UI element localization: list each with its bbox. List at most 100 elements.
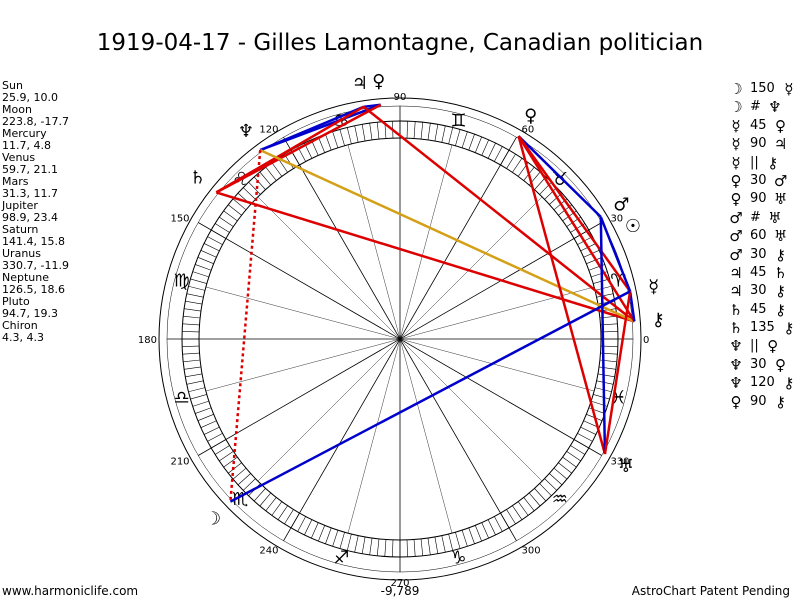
degree-tick: [544, 187, 558, 200]
degree-tick: [475, 136, 482, 153]
degree-tick: [593, 394, 610, 400]
degree-tick: [392, 539, 394, 557]
aspect-line: [599, 216, 632, 292]
degree-tick: [242, 478, 256, 491]
degree-tick: [186, 380, 204, 385]
degree-label: 120: [259, 125, 278, 136]
degree-labels: 0 30 60 90 120 150 180 210 240 270 300 330: [138, 92, 649, 589]
aspect-planet-glyph: ☿: [731, 153, 741, 172]
degree-tick: [558, 462, 572, 474]
aspect-angle: 90: [750, 136, 767, 152]
aspect-planet-glyph: ♃: [729, 263, 743, 282]
planet-coords: 126.5, 18.6: [2, 283, 65, 296]
degree-tick: [494, 146, 503, 162]
aspect-lines: [215, 103, 636, 503]
aspect-planet-glyph: ⚷: [767, 153, 779, 172]
aspect-line: [517, 135, 636, 323]
degree-tick: [207, 236, 223, 245]
planet-name: Mars: [2, 175, 29, 188]
aspect-planet-glyph: ♄: [729, 319, 743, 338]
degree-tick: [277, 158, 288, 173]
degree-tick: [406, 121, 408, 139]
degree-label: 240: [259, 545, 278, 556]
aspect-line: [517, 135, 632, 293]
degree-tick: [311, 522, 319, 539]
degree-tick: [369, 123, 373, 140]
degree-tick: [361, 536, 366, 554]
aspect-line: [517, 135, 607, 455]
aspect-row: ♆ || ♀: [726, 337, 799, 355]
planet-glyph: ♀: [372, 71, 385, 92]
zodiac-sign-glyph: ♒: [552, 489, 568, 510]
degree-tick: [242, 187, 256, 200]
degree-tick: [588, 407, 605, 414]
degree-tick: [318, 525, 325, 542]
degree-tick: [183, 315, 201, 319]
degree-tick: [228, 462, 242, 474]
aspect-planet-glyph: ♄: [729, 300, 743, 319]
degree-tick: [259, 171, 272, 186]
aspect-planet-glyph: ♂: [729, 227, 743, 246]
planet-coords: 59.7, 21.1: [2, 163, 58, 176]
degree-tick: [455, 129, 461, 146]
planet-coords: 98.9, 23.4: [2, 211, 58, 224]
degree-tick: [318, 136, 325, 153]
aspect-planet-glyph: ☿: [784, 80, 794, 98]
degree-tick: [339, 532, 345, 549]
degree-tick: [448, 127, 454, 145]
degree-tick: [228, 204, 242, 216]
aspect-planet-glyph: ♃: [773, 135, 788, 154]
degree-tick: [277, 505, 288, 520]
aspect-line: [603, 291, 632, 455]
aspect-angle: 90: [750, 191, 767, 207]
degree-label: 30: [610, 214, 623, 225]
degree-tick: [190, 278, 207, 284]
degree-tick: [203, 426, 220, 435]
aspect-angle: ||: [750, 338, 759, 354]
aspect-planet-glyph: ♆: [729, 374, 743, 393]
aspect-planet-glyph: ♀: [730, 171, 742, 190]
zodiac-sign-glyph: ♉: [552, 169, 568, 190]
degree-tick: [481, 522, 489, 539]
degree-tick: [461, 530, 468, 547]
degree-tick: [487, 142, 496, 159]
degree-tick: [183, 359, 201, 363]
degree-tick: [413, 539, 416, 557]
degree-label: 330: [610, 457, 629, 468]
planet-glyph: ♂: [613, 194, 629, 215]
degree-tick: [185, 373, 203, 378]
aspect-angle: 30: [750, 283, 767, 299]
zodiac-sign-glyph: ♊: [450, 111, 466, 132]
aspect-line: [517, 135, 602, 218]
degree-tick: [325, 134, 332, 151]
degree-tick: [200, 250, 217, 258]
degree-tick: [232, 198, 247, 211]
degree-tick: [420, 122, 424, 140]
degree-tick: [219, 451, 234, 462]
aspect-angle: #: [750, 209, 761, 225]
aspect-row: ☽ # ♆: [726, 98, 799, 116]
aspect-planet-glyph: ⚷: [783, 319, 795, 338]
degree-tick: [523, 497, 535, 511]
aspect-line: [628, 291, 636, 322]
degree-tick: [192, 271, 209, 278]
aspect-planet-glyph: ♆: [729, 337, 743, 356]
planet-glyph: ♆: [238, 121, 254, 142]
degree-tick: [265, 167, 277, 181]
planet-name: Jupiter: [2, 199, 38, 212]
aspect-line: [215, 191, 635, 323]
degree-tick: [188, 285, 206, 291]
chart-title: 1919-04-17 - Gilles Lamontagne, Canadian…: [96, 30, 704, 56]
aspect-line: [259, 148, 635, 323]
degree-tick: [455, 532, 461, 549]
zodiac-sign-glyph: ♎: [174, 387, 190, 408]
aspect-row: ♂ # ♅: [726, 209, 799, 227]
zodiac-sign-glyph: ♍: [174, 271, 190, 292]
degree-tick: [549, 473, 563, 486]
degree-tick: [195, 407, 212, 414]
degree-tick: [332, 131, 339, 148]
degree-tick: [599, 366, 616, 370]
degree-tick: [448, 533, 454, 551]
aspect-angle: ||: [750, 154, 759, 170]
aspect-row: ♂ 60 ♅: [726, 227, 799, 245]
